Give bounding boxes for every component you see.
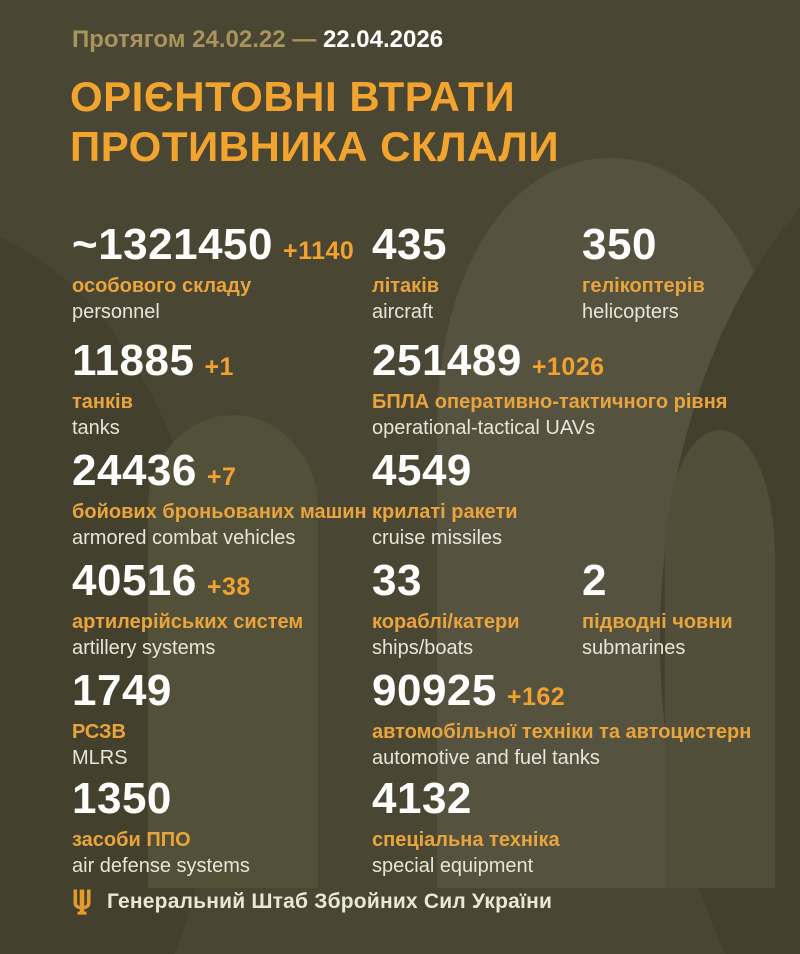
- trident-icon: [73, 889, 91, 915]
- stat-label-en: MLRS: [72, 747, 128, 770]
- stat-label-en: aircraft: [372, 301, 434, 324]
- report-date: 22.04.2026: [322, 26, 444, 53]
- stat-label-en: personnel: [72, 301, 160, 324]
- stat-label-uk: РСЗВ: [72, 721, 126, 744]
- stat-label-en: automotive and fuel tanks: [372, 747, 600, 770]
- stat-value: 90925: [372, 666, 497, 715]
- stat-air-defense: 1350 засоби ППО air defense systems: [72, 774, 372, 878]
- stat-label-uk: літаків: [372, 275, 440, 298]
- stat-delta: +1026: [531, 353, 605, 381]
- stat-label-uk: підводні човни: [582, 611, 733, 634]
- stat-helicopters: 350 гелікоптерів helicopters: [582, 220, 772, 338]
- stat-value: 40516: [72, 556, 197, 605]
- organization-name: Генеральний Штаб Збройних Сил України: [107, 890, 553, 913]
- stat-label-uk: артилерійських систем: [72, 611, 304, 634]
- stat-mlrs: 1749 РСЗВ MLRS: [72, 666, 372, 776]
- stat-value: 1749: [72, 666, 172, 715]
- stat-label-en: operational-tactical UAVs: [372, 417, 596, 440]
- stat-submarines: 2 підводні човни submarines: [582, 556, 772, 668]
- stat-value: 2: [582, 556, 607, 605]
- stat-value: 24436: [72, 446, 197, 495]
- stat-label-uk: спеціальна техніка: [372, 829, 560, 852]
- stat-label-uk: автомобільної техніки та автоцистерн: [372, 721, 752, 744]
- stat-label-uk: крилаті ракети: [372, 501, 518, 524]
- stat-label-uk: танків: [72, 391, 133, 414]
- stat-label-uk: БПЛА оперативно-тактичного рівня: [372, 391, 728, 414]
- stat-label-en: special equipment: [372, 855, 534, 878]
- period-label: Протягом 24.02.22 —: [72, 26, 317, 53]
- stat-value: 11885: [72, 336, 195, 385]
- stat-value: 350: [582, 220, 657, 269]
- stat-label-uk: особового складу: [72, 275, 252, 298]
- page-title: ОРІЄНТОВНІ ВТРАТИ ПРОТИВНИКА СКЛАЛИ: [70, 72, 559, 173]
- stat-value: 1350: [72, 774, 172, 823]
- stat-value: 4132: [372, 774, 472, 823]
- stat-personnel: ~1321450 +1140 особового складу personne…: [72, 220, 372, 338]
- stat-value: 251489: [372, 336, 522, 385]
- stat-label-en: air defense systems: [72, 855, 250, 878]
- report-period: Протягом 24.02.22 — 22.04.2026: [72, 26, 443, 54]
- stat-value: 4549: [372, 446, 472, 495]
- stat-label-uk: бойових броньованих машин: [72, 501, 367, 524]
- stat-tanks: 11885 +1 танків tanks: [72, 336, 372, 448]
- title-line-2: ПРОТИВНИКА СКЛАЛИ: [70, 123, 560, 171]
- stat-delta: +1140: [283, 237, 355, 265]
- stat-automotive: 90925 +162 автомобільної техніки та авто…: [372, 666, 772, 776]
- stat-label-en: cruise missiles: [372, 527, 503, 550]
- losses-grid: ~1321450 +1140 особового складу personne…: [72, 220, 772, 878]
- stat-value: 435: [372, 220, 447, 269]
- stat-label-en: ships/boats: [372, 637, 474, 660]
- stat-cruise-missiles: 4549 крилаті ракети cruise missiles: [372, 446, 772, 558]
- stat-label-uk: засоби ППО: [72, 829, 191, 852]
- footer: Генеральний Штаб Збройних Сил України: [72, 889, 552, 915]
- stat-label-en: submarines: [582, 637, 686, 660]
- stat-value: ~1321450: [72, 220, 273, 269]
- stat-value: 33: [372, 556, 422, 605]
- stat-label-uk: кораблі/катери: [372, 611, 520, 634]
- stat-label-en: helicopters: [582, 301, 679, 324]
- stat-label-en: tanks: [72, 417, 120, 440]
- stat-label-en: armored combat vehicles: [72, 527, 296, 550]
- stat-aircraft: 435 літаків aircraft: [372, 220, 582, 338]
- stat-armored-vehicles: 24436 +7 бойових броньованих машин armor…: [72, 446, 372, 558]
- stat-delta: +1: [204, 353, 234, 381]
- stat-delta: +162: [506, 683, 566, 711]
- stat-delta: +38: [206, 573, 251, 601]
- stat-artillery: 40516 +38 артилерійських систем artiller…: [72, 556, 372, 668]
- stat-ships: 33 кораблі/катери ships/boats: [372, 556, 582, 668]
- stat-label-en: artillery systems: [72, 637, 216, 660]
- title-line-1: ОРІЄНТОВНІ ВТРАТИ: [70, 73, 516, 120]
- stat-label-uk: гелікоптерів: [582, 275, 705, 298]
- stat-uavs: 251489 +1026 БПЛА оперативно-тактичного …: [372, 336, 772, 448]
- stat-delta: +7: [206, 463, 237, 491]
- stat-special-equipment: 4132 спеціальна техніка special equipmen…: [372, 774, 772, 878]
